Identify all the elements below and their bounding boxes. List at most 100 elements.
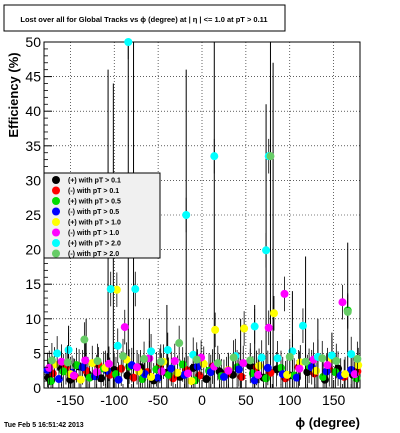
- legend-label: (+) with pT > 0.5: [68, 199, 121, 206]
- x-tick-label: 150: [322, 392, 346, 408]
- data-point: [45, 363, 54, 372]
- data-point: [219, 372, 228, 381]
- legend-marker: [52, 186, 60, 195]
- legend-label: (+) with pT > 0.1: [68, 178, 121, 185]
- data-point: [106, 285, 115, 294]
- data-point: [57, 357, 66, 366]
- data-point: [140, 370, 149, 379]
- data-point: [104, 359, 113, 368]
- data-point: [246, 356, 255, 365]
- data-point: [273, 354, 282, 363]
- data-point: [254, 370, 263, 379]
- data-point: [338, 298, 347, 307]
- x-tick-label: -50: [148, 392, 168, 408]
- data-point: [280, 289, 289, 298]
- legend-frame: [43, 172, 161, 259]
- data-point: [264, 323, 273, 332]
- data-point: [262, 374, 271, 383]
- data-point: [69, 371, 78, 380]
- data-point: [163, 345, 172, 354]
- data-point: [240, 324, 249, 333]
- data-point: [301, 357, 310, 366]
- data-point: [59, 367, 68, 376]
- data-point: [269, 309, 278, 318]
- legend-marker: [52, 239, 60, 247]
- data-point: [120, 323, 129, 332]
- data-point: [92, 368, 101, 377]
- data-point: [250, 322, 259, 331]
- data-point: [147, 347, 156, 356]
- data-point: [182, 211, 191, 219]
- data-point: [54, 375, 63, 384]
- data-point: [318, 354, 327, 363]
- data-point: [112, 285, 121, 294]
- data-point: [199, 359, 208, 368]
- data-point: [266, 152, 275, 161]
- data-point: [164, 370, 173, 379]
- legend-marker: [52, 218, 60, 226]
- data-point: [129, 373, 138, 382]
- data-point: [354, 361, 363, 370]
- legend-label: (-) with pT > 1.0: [68, 230, 119, 237]
- data-point: [229, 353, 238, 362]
- data-point: [170, 357, 179, 366]
- x-tick-label: 50: [238, 392, 254, 408]
- legend-marker: [52, 249, 60, 258]
- data-point: [224, 366, 233, 375]
- data-point: [347, 350, 356, 359]
- x-tick-label: 100: [278, 392, 302, 408]
- x-axis-label: ϕ (degree): [295, 415, 360, 430]
- data-point: [192, 355, 201, 364]
- data-point: [263, 363, 272, 372]
- data-point: [298, 321, 307, 330]
- legend-marker: [52, 197, 60, 205]
- data-point: [147, 372, 156, 381]
- data-point: [64, 345, 73, 354]
- data-point: [323, 361, 332, 370]
- data-point: [119, 352, 127, 361]
- data-point: [262, 246, 271, 255]
- legend: (+) with pT > 0.1 (-) with pT > 0.1 (+) wi…: [43, 172, 161, 259]
- data-point: [113, 341, 122, 350]
- title-frame: [3, 4, 286, 32]
- data-point: [80, 335, 89, 344]
- data-point: [175, 339, 184, 348]
- data-point: [193, 362, 202, 371]
- data-point: [81, 356, 90, 365]
- data-point: [285, 352, 294, 361]
- legend-marker: [52, 176, 60, 184]
- y-axis-label: Efficiency (%): [6, 52, 21, 137]
- data-point: [283, 370, 292, 379]
- y-tick-label: 20: [25, 242, 41, 258]
- y-tick-label: 5: [33, 345, 41, 361]
- data-point: [156, 357, 165, 366]
- data-point: [332, 357, 341, 366]
- data-point: [124, 38, 133, 46]
- x-tick-label: -100: [100, 392, 128, 408]
- data-point: [187, 377, 196, 386]
- data-point: [47, 377, 56, 386]
- legend-marker: [52, 228, 60, 237]
- data-point: [322, 367, 331, 376]
- axes: 0 5 10 15 20 25 30 35 40 45 50 -150 -100 -50 0 50 100 150: [25, 34, 361, 408]
- data-point: [211, 325, 220, 334]
- y-tick-label: 25: [25, 207, 41, 223]
- data-point: [239, 359, 248, 368]
- y-tick-label: 40: [25, 103, 41, 119]
- legend-label: (+) with pT > 2.0: [68, 241, 121, 248]
- data-point: [97, 374, 106, 383]
- y-tick-label: 50: [25, 34, 41, 50]
- x-tick-label: 0: [198, 392, 206, 408]
- data-point: [292, 373, 301, 382]
- data-point: [140, 354, 149, 363]
- data-point: [154, 373, 163, 382]
- data-point: [47, 356, 56, 365]
- data-point: [114, 375, 123, 384]
- data-point: [255, 361, 264, 370]
- y-tick-label: 45: [25, 69, 41, 85]
- data-point: [257, 353, 266, 362]
- legend-label: (-) with pT > 0.5: [68, 209, 119, 216]
- data-point: [63, 358, 72, 367]
- data-point: [133, 363, 142, 372]
